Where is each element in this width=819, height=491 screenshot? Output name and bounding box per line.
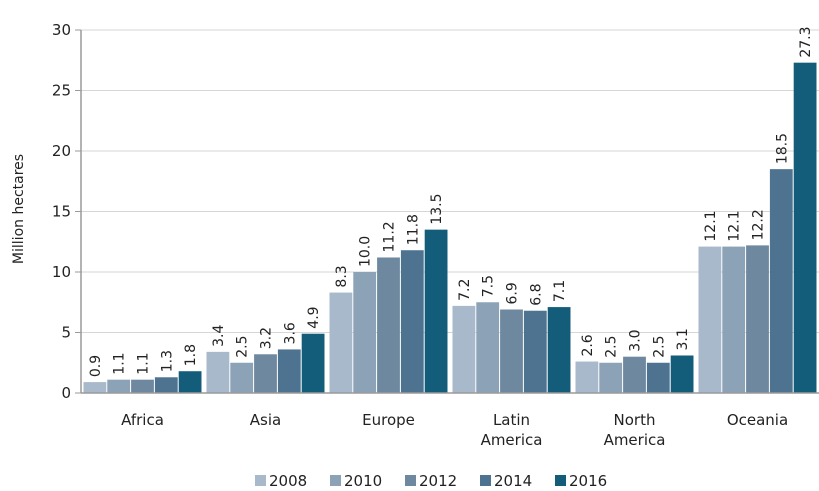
bar-2016 [424,229,448,393]
data-label: 7.5 [481,275,497,297]
bar-2010 [599,362,623,393]
y-tick-label: 30 [52,21,71,39]
y-tick-label: 5 [61,324,71,342]
legend-label: 2016 [569,472,607,490]
bar-2010 [107,379,131,393]
data-label: 1.8 [183,344,199,366]
bar-2012 [623,356,646,393]
data-label: 1.1 [112,352,128,374]
data-label: 0.9 [88,355,104,377]
data-label: 1.1 [136,352,152,374]
legend-swatch-2016 [555,475,566,486]
data-labels: 0.9 3.4 8.3 7.2 2.6 12.1 1.1 2.5 10.0 7.5 2.5 12.1 1… [88,26,814,377]
data-label: 3.1 [675,328,691,350]
data-label: 18.5 [774,133,790,164]
data-label: 7.1 [552,280,568,302]
bar-2012 [746,245,769,393]
category-label: Oceania [727,411,788,429]
bar-2008 [575,361,599,393]
bar-2016 [178,371,202,393]
category-label: Asia [250,411,281,429]
legend-swatch-2010 [330,475,341,486]
category-label: Latin America [481,411,543,449]
y-tick-label: 10 [52,263,71,281]
bar-2010 [353,272,377,393]
bar-2012 [500,309,523,393]
legend-swatch-2014 [480,475,491,486]
data-label: 4.9 [306,306,322,328]
legend-label: 2010 [344,472,382,490]
y-tick-label: 25 [52,82,71,100]
bar-2014 [769,169,793,393]
data-label: 11.2 [382,221,398,252]
data-label: 1.3 [159,350,175,372]
bar-2008 [206,351,230,393]
y-axis-label: Million hectares [11,154,27,264]
y-tick-label: 20 [52,142,71,160]
bars [83,62,817,394]
category-label: North America [604,411,666,449]
legend: 2008 2010 2012 2014 2016 [255,472,607,490]
bar-2014 [523,310,547,393]
bar-2014 [400,250,424,393]
legend-label: 2012 [419,472,457,490]
data-label: 2.5 [235,335,251,357]
bar-2016 [793,62,817,394]
bar-2008 [452,305,476,393]
bar-2016 [547,307,571,393]
bar-2008 [698,246,722,393]
legend-label: 2008 [269,472,307,490]
bar-2010 [722,246,746,393]
data-label: 3.0 [628,329,644,351]
gridlines [81,29,819,333]
bar-2016 [301,333,325,393]
bar-2014 [154,377,178,393]
y-tick-label: 0 [61,384,71,402]
category-label: Africa [121,411,164,429]
legend-label: 2014 [494,472,532,490]
category-labels: Africa Asia Europe Latin America North America… [121,411,788,449]
bar-2014 [277,349,301,393]
bar-2008 [83,382,107,393]
data-label: 13.5 [429,193,445,224]
data-label: 10.0 [358,236,374,267]
data-label: 11.8 [405,214,421,245]
bar-2016 [670,355,694,393]
bar-2010 [476,302,500,393]
bar-2008 [329,292,353,393]
bar-2010 [230,362,254,393]
data-label: 6.9 [505,282,521,304]
legend-swatch-2008 [255,475,266,486]
data-label: 3.4 [211,325,227,347]
data-label: 8.3 [334,265,350,287]
bar-2012 [377,257,400,393]
y-tick-label: 15 [52,203,71,221]
data-label: 7.2 [457,279,473,301]
data-label: 27.3 [798,26,814,57]
legend-swatch-2012 [405,475,416,486]
bar-2014 [646,362,670,393]
data-label: 3.2 [259,327,275,349]
data-label: 3.6 [282,322,298,344]
data-label: 2.5 [604,335,620,357]
data-label: 12.1 [703,210,719,241]
y-axis-ticks: 0 5 10 15 20 25 30 [52,21,82,402]
bar-2012 [131,379,154,393]
data-label: 12.2 [751,209,767,240]
category-label: Europe [362,411,415,429]
data-label: 12.1 [727,210,743,241]
bar-2012 [254,354,277,393]
data-label: 2.5 [651,335,667,357]
data-label: 6.8 [528,283,544,305]
data-label: 2.6 [580,334,596,356]
